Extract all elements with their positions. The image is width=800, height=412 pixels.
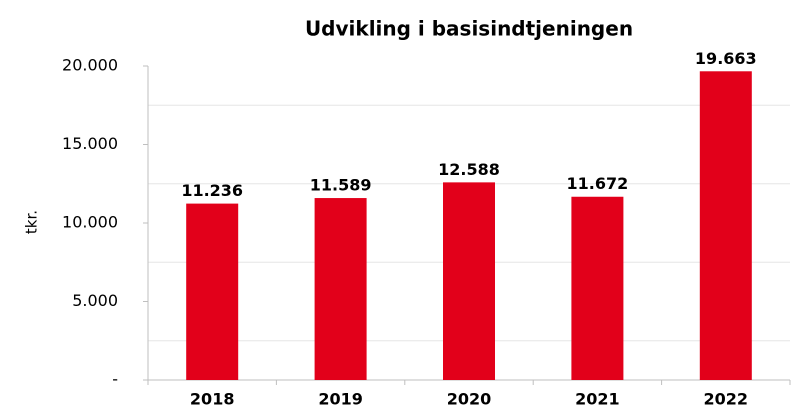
bar — [443, 182, 495, 380]
value-label: 11.236 — [181, 181, 243, 200]
value-label: 19.663 — [695, 49, 757, 68]
y-tick-label: 10.000 — [62, 213, 118, 232]
x-tick-label: 2021 — [575, 390, 620, 409]
y-tick-label: 5.000 — [72, 291, 118, 310]
x-tick-label: 2022 — [704, 390, 749, 409]
chart-title: Udvikling i basisindtjeningen — [305, 17, 633, 41]
x-tick-label: 2019 — [318, 390, 363, 409]
bar — [571, 196, 624, 380]
x-tick-label: 2020 — [447, 390, 492, 409]
y-axis-label: tkr. — [23, 210, 41, 234]
value-label: 11.589 — [310, 176, 372, 195]
x-tick-label: 2018 — [190, 390, 235, 409]
bar — [186, 203, 239, 380]
y-tick-label: 20.000 — [62, 56, 118, 75]
bar — [699, 71, 752, 381]
bar — [314, 198, 367, 380]
y-tick-label: - — [112, 370, 118, 389]
y-tick-label: 15.000 — [62, 134, 118, 153]
value-label: 11.672 — [567, 174, 629, 193]
value-label: 12.588 — [438, 160, 500, 179]
